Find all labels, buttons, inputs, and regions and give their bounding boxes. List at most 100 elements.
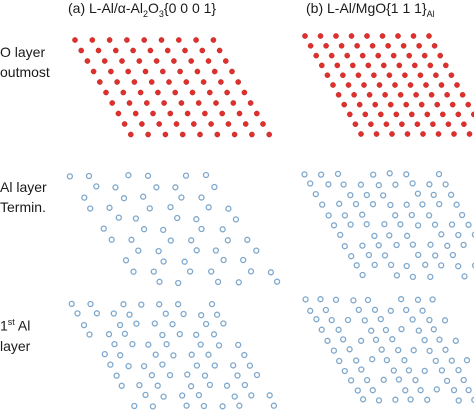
aluminum-atom [337, 231, 344, 239]
aluminum-atom [151, 320, 158, 327]
aluminum-atom [407, 396, 414, 403]
oxygen-atom [136, 58, 143, 64]
oxygen-atom [202, 110, 208, 117]
aluminum-atom [365, 251, 373, 259]
aluminum-atom [403, 171, 410, 178]
oxygen-atom [231, 131, 238, 138]
oxygen-atom [177, 68, 183, 75]
oxygen-atom [183, 79, 190, 85]
oxygen-atom [335, 92, 342, 98]
aluminum-atom [369, 201, 377, 208]
aluminum-atom [301, 171, 308, 178]
oxygen-atom [393, 111, 400, 118]
aluminum-atom [395, 346, 402, 354]
oxygen-atom [302, 33, 308, 39]
oxygen-atom [153, 58, 160, 64]
oxygen-atom [167, 110, 174, 117]
aluminum-atom [471, 396, 474, 404]
aluminum-atom [230, 362, 237, 369]
oxygen-atom [407, 82, 414, 88]
oxygen-atom [444, 92, 450, 98]
oxygen-atom [161, 100, 167, 106]
oxygen-atom [338, 43, 345, 49]
aluminum-atom [167, 237, 174, 244]
oxygen-atom [399, 121, 405, 127]
oxygen-atom [410, 33, 417, 39]
aluminum-atom [355, 306, 362, 314]
aluminum-atom [113, 372, 120, 379]
aluminum-atom [87, 205, 94, 212]
oxygen-atom [389, 131, 395, 137]
aluminum-atom [129, 340, 136, 348]
aluminum-atom [353, 262, 360, 269]
aluminum-atom [210, 331, 218, 338]
oxygen-atom [78, 47, 84, 54]
aluminum-atom [121, 330, 129, 337]
aluminum-atom [392, 396, 399, 403]
aluminum-atom [200, 402, 208, 410]
aluminum-atom [186, 268, 194, 275]
aluminum-atom [328, 316, 335, 324]
aluminum-atom [357, 337, 365, 344]
aluminum-atom [120, 195, 128, 202]
aluminum-atom [198, 225, 205, 233]
aluminum-atom [402, 387, 409, 394]
aluminum-atom [208, 300, 216, 308]
oxygen-atom [373, 131, 380, 137]
aluminum-atom [463, 357, 471, 364]
oxygen-atom [175, 37, 182, 43]
oxygen-atom [197, 131, 203, 138]
aluminum-atom [219, 226, 226, 233]
aluminum-atom [409, 241, 417, 248]
aluminum-atom [140, 362, 148, 370]
aluminum-atom [347, 191, 354, 199]
aluminum-atom [169, 321, 176, 328]
aluminum-atom [138, 301, 145, 308]
aluminum-atom [267, 269, 275, 276]
oxygen-atom [113, 47, 119, 54]
oxygen-atom [124, 37, 130, 43]
oxygen-atom [334, 62, 341, 69]
oxygen-atom [159, 68, 166, 75]
aluminum-atom [348, 253, 355, 260]
aluminum-atom [149, 403, 157, 410]
oxygen-atom [383, 121, 390, 127]
oxygen-atom [145, 131, 151, 138]
aluminum-atom [193, 247, 200, 254]
column-title-b: (b) L-Al/MgO{1 1 1}Al [306, 0, 435, 19]
aluminum-atom [363, 221, 370, 228]
oxygen-atom [400, 43, 407, 49]
oxygen-atom [348, 33, 355, 39]
aluminum-atom [386, 170, 393, 177]
aluminum-atom [201, 372, 209, 379]
oxygen-atom [411, 62, 418, 69]
oxygen-atom [155, 89, 161, 96]
aluminum-atom [317, 296, 324, 303]
oxygen-atom [414, 121, 421, 127]
oxygen-atom [421, 52, 428, 59]
aluminum-atom [220, 256, 227, 264]
aluminum-atom [336, 357, 343, 365]
oxygen-atom [380, 62, 387, 69]
aluminum-atom [206, 381, 214, 389]
oxygen-atom [222, 58, 229, 64]
aluminum-atom [359, 211, 366, 218]
aluminum-atom [403, 306, 410, 314]
aluminum-atom [346, 346, 353, 353]
aluminum-atom [205, 351, 212, 358]
oxygen-atom [158, 37, 165, 43]
oxygen-atom [418, 101, 425, 108]
aluminum-atom [401, 357, 408, 364]
oxygen-atom [242, 121, 249, 127]
aluminum-atom [354, 387, 361, 394]
oxygen-atom [103, 89, 109, 96]
oxygen-atom [249, 131, 255, 138]
aluminum-atom [380, 376, 387, 383]
oxygen-atom [420, 131, 426, 137]
oxygen-atom [106, 37, 113, 43]
aluminum-atom [369, 387, 376, 394]
oxygen-atom [121, 121, 128, 127]
oxygen-atom [178, 100, 185, 106]
oxygen-atom [224, 89, 230, 96]
oxygen-atom [396, 62, 403, 69]
